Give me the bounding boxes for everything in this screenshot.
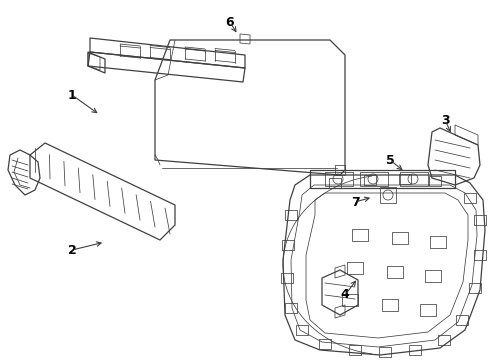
Text: 6: 6 <box>226 15 234 28</box>
Text: 4: 4 <box>341 288 349 302</box>
Text: 3: 3 <box>441 113 449 126</box>
Text: 5: 5 <box>386 153 394 166</box>
Text: 2: 2 <box>68 243 76 257</box>
Text: 1: 1 <box>68 89 76 102</box>
Text: 7: 7 <box>351 195 359 208</box>
